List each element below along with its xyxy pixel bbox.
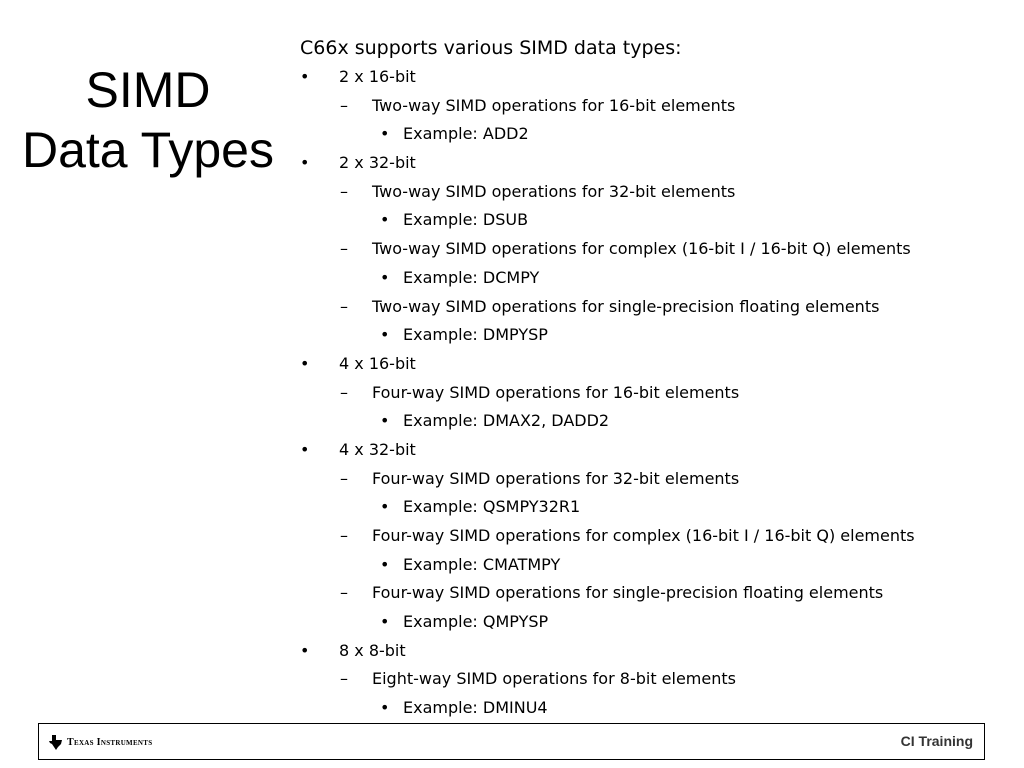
bullet-text: Example: DMINU4 xyxy=(403,698,548,718)
bullet-marker: • xyxy=(300,439,310,459)
bullet-marker: • xyxy=(380,554,390,574)
bullet-text: Example: QMPYSP xyxy=(403,612,549,632)
bullet-marker: – xyxy=(340,239,348,259)
bullet-text: Example: CMATMPY xyxy=(403,554,561,574)
bullet-text: 8 x 8-bit xyxy=(339,640,406,660)
bullet-marker: • xyxy=(380,210,390,230)
bullet-text: Eight-way SIMD operations for 8-bit elem… xyxy=(372,669,736,689)
bullet-item-level-1: – Four-way SIMD operations for 16-bit ele… xyxy=(300,379,1000,408)
slide-content: C66x supports various SIMD data types: •… xyxy=(300,34,1000,723)
bullet-marker: – xyxy=(340,526,348,545)
bullet-text: Example: ADD2 xyxy=(403,124,529,144)
bullet-item-level-1: – Eight-way SIMD operations for 8-bit ele… xyxy=(300,665,1000,694)
bullet-item-level-2: • Example: DMPYSP xyxy=(300,321,1000,350)
bullet-item-level-2: • Example: DMINU4 xyxy=(300,694,1000,723)
bullet-marker: – xyxy=(340,382,348,402)
bullet-item-level-1: – Four-way SIMD operations for complex (1… xyxy=(300,522,1000,551)
bullet-text: 4 x 16-bit xyxy=(339,353,416,373)
bullet-marker: • xyxy=(300,153,310,173)
bullet-text: 2 x 16-bit xyxy=(339,67,416,86)
bullet-item-level-0: • 4 x 32-bit xyxy=(300,436,1000,465)
bullet-marker: – xyxy=(340,181,348,201)
bullet-marker: • xyxy=(380,612,390,632)
bullet-marker: – xyxy=(340,669,348,689)
bullet-item-level-0: • 8 x 8-bit xyxy=(300,637,1000,666)
bullet-marker: • xyxy=(380,267,390,287)
bullet-text: Four-way SIMD operations for single-prec… xyxy=(372,583,884,603)
bullet-item-level-2: • Example: QSMPY32R1 xyxy=(300,493,1000,522)
bullet-marker: • xyxy=(380,325,390,345)
ti-logo-text: Texas Instruments xyxy=(67,736,153,748)
bullet-list: • 2 x 16-bit – Two-way SIMD operations for … xyxy=(300,63,1000,723)
bullet-text: Two-way SIMD operations for complex (16-… xyxy=(372,239,911,259)
ci-training-label: CI Training xyxy=(900,733,973,749)
bullet-item-level-2: • Example: DMAX2, DADD2 xyxy=(300,407,1000,436)
bullet-text: Example: DMAX2, DADD2 xyxy=(403,411,610,431)
bullet-text: Example: DSUB xyxy=(403,210,529,230)
bullet-text: 2 x 32-bit xyxy=(339,153,416,173)
bullet-text: Two-way SIMD operations for 32-bit eleme… xyxy=(372,181,736,201)
slide-title-line-1: SIMD xyxy=(85,61,211,118)
bullet-text: Four-way SIMD operations for complex (16… xyxy=(372,526,915,545)
bullet-item-level-2: • Example: QMPYSP xyxy=(300,608,1000,637)
bullet-marker: • xyxy=(300,353,310,373)
bullet-item-level-2: • Example: ADD2 xyxy=(300,120,1000,149)
bullet-marker: • xyxy=(380,497,390,517)
bullet-item-level-1: – Two-way SIMD operations for 16-bit elem… xyxy=(300,92,1000,121)
bullet-text: Example: DMPYSP xyxy=(403,325,548,345)
slide-title: SIMD Data Types xyxy=(14,60,282,180)
footer-bar: Texas Instruments CI Training xyxy=(38,723,985,760)
bullet-item-level-1: – Four-way SIMD operations for 32-bit ele… xyxy=(300,465,1000,494)
bullet-text: Example: QSMPY32R1 xyxy=(403,497,581,517)
bullet-marker: – xyxy=(340,95,348,115)
bullet-item-level-1: – Two-way SIMD operations for 32-bit elem… xyxy=(300,178,1000,207)
bullet-item-level-0: • 4 x 16-bit xyxy=(300,350,1000,379)
bullet-marker: • xyxy=(300,640,310,660)
bullet-text: Four-way SIMD operations for 32-bit elem… xyxy=(372,468,740,488)
bullet-item-level-2: • Example: CMATMPY xyxy=(300,551,1000,580)
bullet-marker: • xyxy=(300,67,310,86)
texas-state-icon xyxy=(49,734,62,750)
bullet-item-level-1: – Four-way SIMD operations for single-pre… xyxy=(300,579,1000,608)
bullet-marker: • xyxy=(380,698,390,718)
bullet-text: 4 x 32-bit xyxy=(339,439,416,459)
bullet-item-level-2: • Example: DSUB xyxy=(300,206,1000,235)
bullet-marker: • xyxy=(380,124,390,144)
bullet-item-level-0: • 2 x 16-bit xyxy=(300,63,1000,92)
bullet-item-level-1: – Two-way SIMD operations for complex (16… xyxy=(300,235,1000,264)
slide-title-line-2: Data Types xyxy=(21,121,274,178)
bullet-item-level-1: – Two-way SIMD operations for single-prec… xyxy=(300,293,1000,322)
bullet-item-level-2: • Example: DCMPY xyxy=(300,264,1000,293)
bullet-text: Four-way SIMD operations for 16-bit elem… xyxy=(372,382,740,402)
bullet-marker: – xyxy=(340,296,348,316)
bullet-text: Two-way SIMD operations for single-preci… xyxy=(372,296,880,316)
bullet-text: Two-way SIMD operations for 16-bit eleme… xyxy=(372,95,736,115)
bullet-marker: – xyxy=(340,583,348,603)
ti-logo: Texas Instruments xyxy=(49,734,152,750)
intro-text: C66x supports various SIMD data types: xyxy=(300,37,682,59)
bullet-item-level-0: • 2 x 32-bit xyxy=(300,149,1000,178)
bullet-marker: – xyxy=(340,468,348,488)
bullet-text: Example: DCMPY xyxy=(403,267,540,287)
bullet-marker: • xyxy=(380,411,390,431)
